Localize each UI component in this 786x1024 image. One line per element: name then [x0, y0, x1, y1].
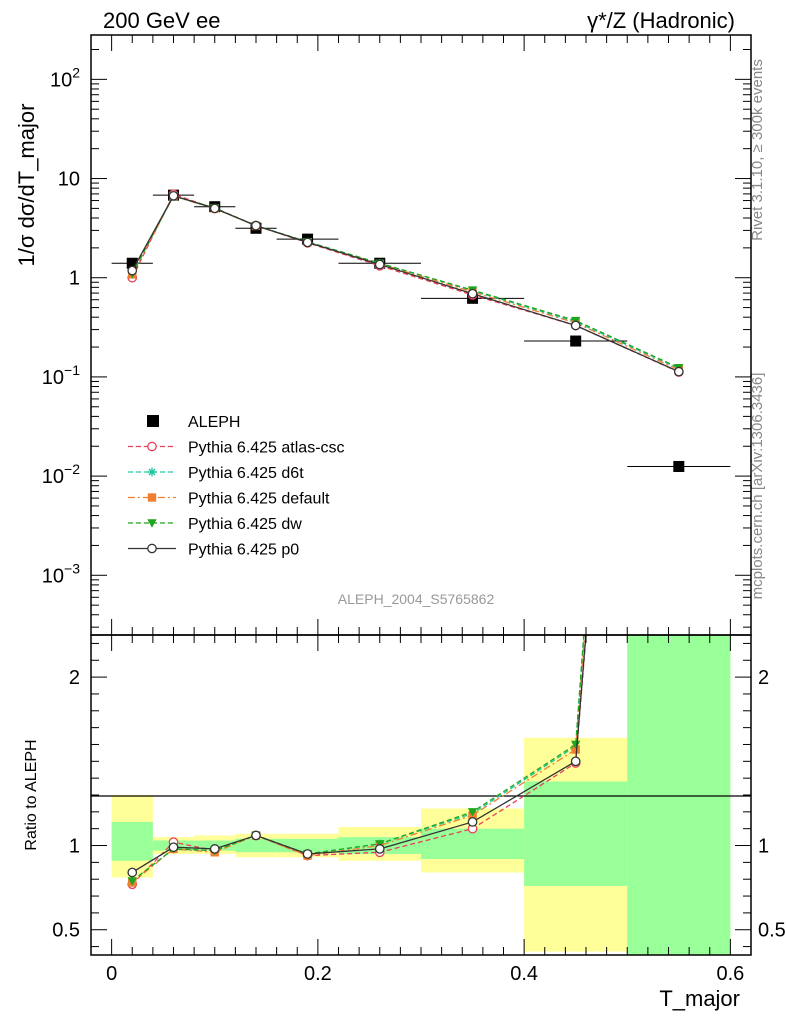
ratio-y-axis-label: Ratio to ALEPH — [23, 739, 40, 850]
main-line-atlas-csc — [131, 193, 680, 373]
y-tick-base: 10 — [50, 69, 72, 91]
legend-marker — [147, 467, 157, 477]
ratio-y-tick-label-left: 0.5 — [52, 920, 80, 942]
ratio-point — [168, 842, 179, 853]
data-point — [126, 257, 138, 269]
ratio-point — [570, 756, 581, 767]
y-tick-base: 10 — [42, 565, 64, 587]
main-series-p0 — [127, 190, 684, 377]
analysis-id-label: ALEPH_2004_S5765862 — [338, 591, 495, 607]
main-point — [302, 237, 313, 248]
legend-marker — [147, 543, 157, 554]
ratio-y-tick-label-right: 2 — [758, 667, 769, 689]
data-point — [570, 335, 582, 347]
band-inner — [627, 635, 731, 955]
ratio-point — [209, 844, 220, 854]
main-line-d6t — [131, 195, 680, 369]
ratio-point — [467, 817, 478, 827]
main-y-tick-label: 10−2 — [42, 461, 80, 488]
main-point — [467, 288, 478, 299]
main-point — [673, 366, 684, 377]
main-mc-series — [127, 189, 684, 377]
y-tick-base: 1 — [69, 268, 80, 290]
ratio-point — [251, 830, 261, 841]
ratio-y-tick-label-right: 0.5 — [758, 920, 786, 942]
main-line-default — [131, 195, 680, 371]
ratio-point — [127, 867, 138, 878]
x-tick-label: 0.6 — [716, 963, 744, 985]
ratio-point — [467, 808, 478, 817]
band-inner — [421, 828, 525, 859]
y-tick-base: 10 — [42, 466, 64, 488]
band-inner — [524, 781, 628, 886]
legend-entry-label: Pythia 6.425 p0 — [188, 542, 299, 559]
header-right-label: γ*/Z (Hadronic) — [587, 8, 735, 33]
legend-entry-label: Pythia 6.425 dw — [188, 516, 302, 533]
main-y-axis-label: 1/σ dσ/dT_major — [14, 104, 39, 267]
main-y-tick-label: 10−1 — [42, 362, 80, 389]
header-left-label: 200 GeV ee — [103, 8, 220, 33]
ratio-point — [374, 844, 385, 854]
main-line-dw — [131, 195, 680, 369]
ratio-point — [302, 849, 313, 859]
main-series-default — [128, 191, 684, 374]
mcplots-label: mcplots.cern.ch [arXiv:1306.3436] — [749, 373, 766, 600]
ratio-point — [127, 877, 137, 886]
ratio-uncertainty-bands — [111, 635, 731, 955]
ratio-y-tick-label-left: 2 — [69, 667, 80, 689]
legend-marker — [147, 493, 157, 502]
x-tick-label: 0.2 — [304, 963, 332, 985]
legend-entry-label: Pythia 6.425 d6t — [188, 465, 304, 482]
y-tick-base: 10 — [58, 169, 80, 191]
axis-ticks — [90, 35, 752, 955]
ratio-line-default — [131, 635, 586, 884]
ratio-series-p0 — [127, 635, 587, 878]
main-y-tick-label: 10−3 — [42, 560, 80, 587]
main-point — [127, 265, 138, 276]
ratio-y-tick-label-left: 1 — [69, 836, 80, 858]
main-series-atlas-csc — [127, 189, 684, 377]
band-inner — [235, 838, 277, 853]
main-point — [570, 320, 581, 331]
main-point — [251, 220, 261, 231]
legend-marker — [147, 519, 157, 528]
y-tick-exponent: −3 — [64, 560, 80, 576]
ratio-point — [570, 740, 581, 750]
x-axis-label: T_major — [659, 986, 740, 1011]
main-y-tick-label: 1 — [69, 268, 80, 290]
main-series-d6t — [128, 191, 684, 373]
main-point — [209, 203, 220, 214]
ratio-mc-series — [127, 635, 587, 890]
y-tick-base: 10 — [42, 367, 64, 389]
legend-entry-label: Pythia 6.425 default — [188, 491, 330, 508]
legend-entry-label: Pythia 6.425 atlas-csc — [188, 440, 345, 457]
main-y-tick-label: 102 — [50, 64, 80, 91]
main-series-dw — [127, 192, 684, 373]
legend: ALEPH Pythia 6.425 atlas-csc Pythia 6.425 … — [128, 414, 345, 559]
rivet-version-label: Rivet 3.1.10, ≥ 300k events — [749, 59, 766, 241]
legend-entry-label: ALEPH — [188, 414, 240, 431]
main-point — [374, 259, 385, 270]
main-y-axis-label-text: 1/σ dσ/dT_major — [14, 104, 39, 267]
legend-marker — [147, 441, 157, 452]
main-y-tick-label: 10 — [58, 169, 80, 191]
data-point — [673, 460, 685, 472]
x-tick-label: 0 — [106, 963, 117, 985]
x-tick-label: 0.4 — [510, 963, 538, 985]
ratio-point — [571, 745, 580, 754]
ratio-y-tick-label-right: 1 — [758, 836, 769, 858]
y-tick-exponent: −1 — [64, 362, 80, 378]
band-inner — [111, 821, 153, 861]
legend-data-marker — [147, 415, 159, 427]
main-point — [168, 190, 179, 201]
y-tick-exponent: 2 — [72, 64, 80, 80]
main-line-p0 — [131, 195, 680, 373]
y-tick-exponent: −2 — [64, 461, 80, 477]
